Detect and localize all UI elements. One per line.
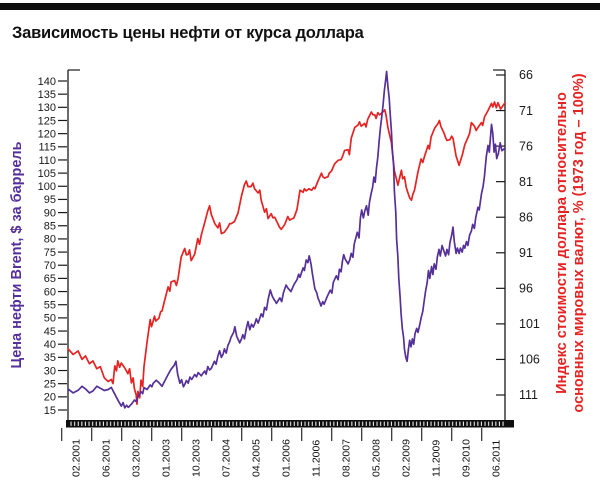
svg-text:115: 115 bbox=[38, 142, 56, 154]
svg-text:100: 100 bbox=[38, 181, 56, 193]
svg-text:08.2007: 08.2007 bbox=[341, 439, 353, 477]
svg-text:04.2005: 04.2005 bbox=[251, 439, 263, 477]
svg-text:75: 75 bbox=[44, 247, 56, 259]
chart-title: Зависимость цены нефти от курса доллара bbox=[12, 24, 364, 42]
svg-text:65: 65 bbox=[44, 273, 56, 285]
axis-lines bbox=[67, 69, 506, 420]
svg-text:35: 35 bbox=[44, 352, 56, 364]
data-series bbox=[67, 70, 506, 409]
svg-text:05.2008: 05.2008 bbox=[371, 439, 383, 477]
svg-text:106: 106 bbox=[519, 353, 540, 367]
svg-text:45: 45 bbox=[44, 326, 56, 338]
svg-text:66: 66 bbox=[519, 68, 533, 82]
svg-text:02.2009: 02.2009 bbox=[401, 439, 413, 477]
svg-text:03.2002: 03.2002 bbox=[131, 439, 143, 477]
svg-text:25: 25 bbox=[44, 378, 56, 390]
svg-text:85: 85 bbox=[44, 221, 56, 233]
svg-text:71: 71 bbox=[519, 104, 533, 118]
top-divider-bar bbox=[0, 3, 600, 10]
svg-text:101: 101 bbox=[519, 317, 540, 331]
series-line-oil bbox=[67, 70, 506, 409]
svg-text:95: 95 bbox=[44, 194, 56, 206]
svg-text:07.2004: 07.2004 bbox=[221, 439, 233, 477]
svg-text:40: 40 bbox=[44, 339, 56, 351]
svg-text:11.2009: 11.2009 bbox=[431, 440, 443, 477]
svg-text:120: 120 bbox=[38, 128, 56, 140]
left-axis-ticks: 1401351301251201151101051009590858075706… bbox=[38, 76, 67, 417]
svg-text:20: 20 bbox=[44, 392, 56, 404]
svg-text:50: 50 bbox=[44, 313, 56, 325]
svg-text:09.2010: 09.2010 bbox=[461, 439, 473, 477]
svg-text:130: 130 bbox=[38, 102, 56, 114]
svg-text:80: 80 bbox=[44, 234, 56, 246]
svg-text:91: 91 bbox=[519, 246, 533, 260]
svg-text:125: 125 bbox=[38, 115, 56, 127]
svg-text:01.2006: 01.2006 bbox=[281, 439, 293, 477]
svg-text:81: 81 bbox=[519, 175, 533, 189]
svg-text:135: 135 bbox=[38, 89, 56, 101]
svg-text:06.2011: 06.2011 bbox=[491, 440, 503, 477]
svg-text:110: 110 bbox=[38, 155, 56, 167]
x-axis: 02.2001 06.2001 03.2002 01.2003 10.2003 07.20… bbox=[61, 420, 514, 477]
svg-text:70: 70 bbox=[44, 260, 56, 272]
svg-text:55: 55 bbox=[44, 300, 56, 312]
svg-text:86: 86 bbox=[519, 210, 533, 224]
svg-text:96: 96 bbox=[519, 282, 533, 296]
series-line-dollar-index bbox=[67, 101, 506, 406]
right-axis-ticks: 66 71 76 81 86 91 96 101 106 111 bbox=[496, 68, 540, 402]
svg-text:01.2003: 01.2003 bbox=[161, 439, 173, 477]
svg-text:105: 105 bbox=[38, 168, 56, 180]
svg-text:76: 76 bbox=[519, 139, 533, 153]
svg-text:11.2006: 11.2006 bbox=[311, 440, 323, 477]
svg-text:10.2003: 10.2003 bbox=[191, 439, 203, 477]
svg-text:02.2001: 02.2001 bbox=[71, 439, 83, 477]
svg-text:90: 90 bbox=[44, 207, 56, 219]
svg-text:140: 140 bbox=[38, 76, 56, 88]
svg-text:60: 60 bbox=[44, 286, 56, 298]
svg-text:111: 111 bbox=[519, 388, 538, 402]
svg-text:06.2001: 06.2001 bbox=[101, 439, 113, 477]
svg-text:15: 15 bbox=[44, 405, 56, 417]
svg-text:30: 30 bbox=[44, 365, 56, 377]
